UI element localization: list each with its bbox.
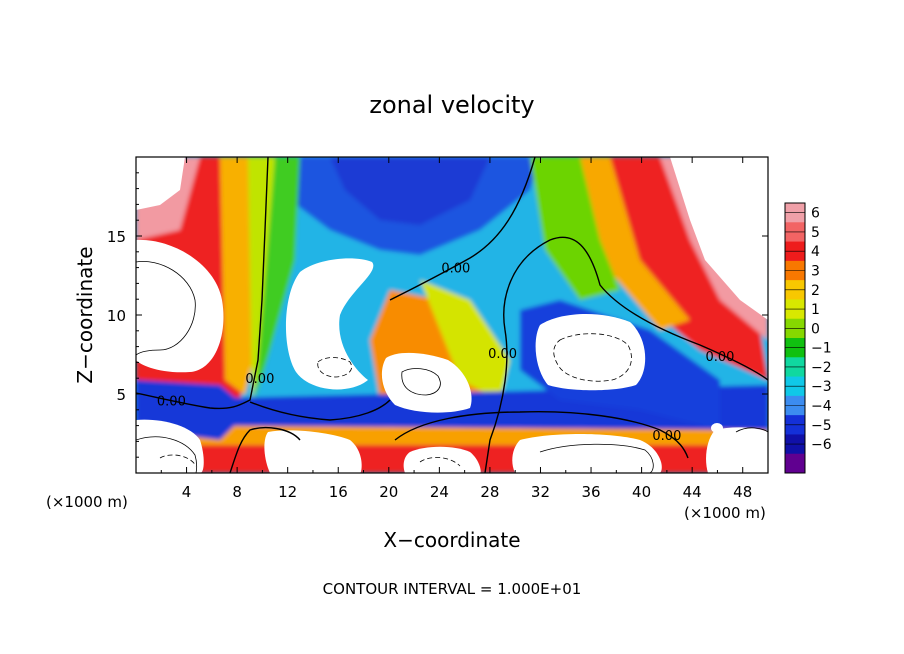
colorbar-label: −1: [811, 341, 832, 357]
x-tick-label: 44: [683, 483, 702, 501]
colorbar-label: 2: [811, 283, 820, 299]
x-tick-label: 32: [531, 483, 550, 501]
white-left-blob: [136, 239, 224, 373]
x-tick-label: 48: [733, 483, 752, 501]
chart-title: zonal velocity: [369, 91, 534, 119]
white-top-right: [670, 157, 768, 320]
field-left-yellow: [248, 157, 275, 400]
thin-contours: [136, 261, 768, 473]
white-center-left-blob: [285, 258, 374, 390]
y-axis-ticks: 5 10 15: [107, 172, 768, 458]
contour-zero-mid-down: [484, 329, 508, 473]
field-right-warm: [580, 157, 768, 380]
colorbar-label: 3: [811, 264, 820, 280]
contour-zero-left: [136, 157, 269, 410]
y-tick-label: 5: [116, 386, 126, 404]
plot-area: 0.00 0.00 0.00 0.00 0.00 0.00: [136, 157, 768, 473]
colorbar-frame: [784, 202, 806, 474]
y-tick-label: 10: [107, 307, 126, 325]
colorbar-swatch: [785, 453, 805, 474]
contour-label: 0.00: [245, 372, 274, 387]
contour-label: 0.00: [441, 262, 470, 277]
colorbar-label: −5: [811, 418, 832, 434]
contour-label-layer: 0.00 0.00 0.00 0.00 0.00 0.00: [157, 262, 735, 444]
field-right-orange: [560, 157, 690, 330]
contour-thin-center: [401, 368, 441, 396]
x-tick-label: 40: [632, 483, 651, 501]
colorbar-label: −4: [811, 399, 832, 415]
x-tick-label: 24: [430, 483, 449, 501]
white-bottom-right: [706, 427, 768, 473]
contour-dashed-bottom-b: [419, 457, 461, 467]
contour-interval-note: CONTOUR INTERVAL = 1.000E+01: [323, 580, 582, 598]
white-top-left: [136, 157, 185, 210]
colorbar-label: 4: [811, 244, 820, 260]
contour-zero-center: [389, 157, 536, 301]
x-unit-right: (×1000 m): [684, 504, 766, 522]
x-tick-label: 16: [329, 483, 348, 501]
contour-thin-left: [136, 261, 196, 356]
contour-thin-bottom-right: [539, 443, 654, 473]
colorbar-label: 0: [811, 321, 820, 337]
x-tick-label: 12: [278, 483, 297, 501]
field-right-green: [530, 157, 620, 300]
contour-label: 0.00: [705, 350, 734, 365]
colorbar-label: −2: [811, 360, 832, 376]
white-bottom-b: [403, 446, 481, 473]
contour-zero-mid: [503, 236, 768, 381]
contour-label: 0.00: [488, 347, 517, 362]
colorbar-label: 1: [811, 302, 820, 318]
colorbar: 6 5 4 3 2 1 0 −1 −2 −3 −4 −5 −6: [784, 202, 832, 474]
colorbar-label: −6: [811, 437, 832, 453]
y-tick-label: 15: [107, 228, 126, 246]
x-tick-label: 20: [379, 483, 398, 501]
x-tick-label: 4: [182, 483, 192, 501]
x-unit-left: (×1000 m): [46, 493, 128, 511]
white-right-blob: [535, 314, 646, 391]
white-regions: [136, 157, 768, 473]
white-bottom-left: [136, 419, 204, 473]
contour-dashed-bottom-a: [159, 454, 197, 467]
y-axis-label: Z−coordinate: [73, 246, 97, 383]
x-axis-ticks: 4 8 12 16 20 24 28 32 36 40 44 48: [160, 157, 752, 501]
colorbar-label: −3: [811, 379, 832, 395]
field-mid-yellow: [420, 280, 510, 400]
field-top-navy: [330, 157, 490, 225]
x-tick-label: 28: [480, 483, 499, 501]
contour-zero-bottom-left: [229, 427, 301, 473]
field-mid-green: [255, 157, 300, 400]
contour-label: 0.00: [652, 429, 681, 444]
colorbar-label: 5: [811, 225, 820, 241]
white-center-blob: [381, 352, 472, 413]
contour-label: 0.00: [157, 394, 186, 409]
x-tick-label: 36: [581, 483, 600, 501]
contour-dashed-center-left: [317, 357, 353, 378]
contour-zero-bottom: [394, 411, 689, 459]
contour-dashed-right: [553, 333, 632, 382]
contour-thin-right-edge: [735, 427, 768, 433]
dashed-contours: [159, 333, 632, 467]
x-axis-label: X−coordinate: [383, 528, 520, 552]
zero-contours: [136, 157, 768, 473]
colorbar-label: 6: [811, 206, 820, 222]
contour-thin-bottom-left: [136, 436, 198, 473]
white-bottom-a: [264, 430, 362, 473]
x-tick-label: 8: [232, 483, 242, 501]
contour-zero-lower: [249, 399, 391, 421]
white-bottom-c: [512, 434, 662, 473]
white-small-spot: [711, 423, 723, 433]
